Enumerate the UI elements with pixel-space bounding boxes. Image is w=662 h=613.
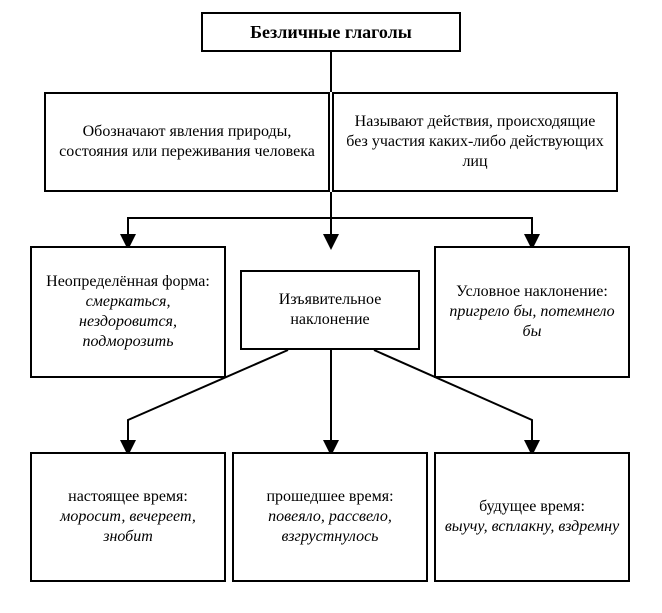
right-definition-box: Называют действия, происходящие без учас… [332,92,618,192]
conditional-box: Условное наклонение: пригрело бы, потемн… [434,246,630,378]
indicative-title: Изъявительное наклонение [250,290,410,330]
infinitive-box: Неопределённая форма: смеркаться, нездор… [30,246,226,378]
infinitive-examples: смеркаться, нездоровится, подморозить [40,292,216,352]
right-definition-text: Называют действия, происходящие без учас… [342,112,608,172]
future-examples: выучу, всплакну, вздремну [445,517,619,537]
future-box: будущее время: выучу, всплакну, вздремну [434,452,630,582]
present-box: настоящее время: моросит, вечереет, зноб… [30,452,226,582]
present-examples: моросит, вечереет, знобит [40,507,216,547]
past-examples: повеяло, рассвело, взгрустнулось [242,507,418,547]
present-title: настоящее время: [68,487,188,507]
conditional-examples: пригрело бы, потемнело бы [444,302,620,342]
root-title: Безличные глаголы [250,21,412,44]
indicative-box: Изъявительное наклонение [240,270,420,350]
past-title: прошедшее время: [266,487,393,507]
left-definition-box: Обозначают явления природы, состояния ил… [44,92,330,192]
root-box: Безличные глаголы [201,12,461,52]
past-box: прошедшее время: повеяло, рассвело, взгр… [232,452,428,582]
diagram-canvas: Безличные глаголы Обозначают явления при… [0,0,662,613]
infinitive-title: Неопределённая форма: [46,272,210,292]
conditional-title: Условное наклонение: [456,282,608,302]
left-definition-text: Обозначают явления природы, состояния ил… [54,122,320,162]
future-title: будущее время: [479,497,585,517]
